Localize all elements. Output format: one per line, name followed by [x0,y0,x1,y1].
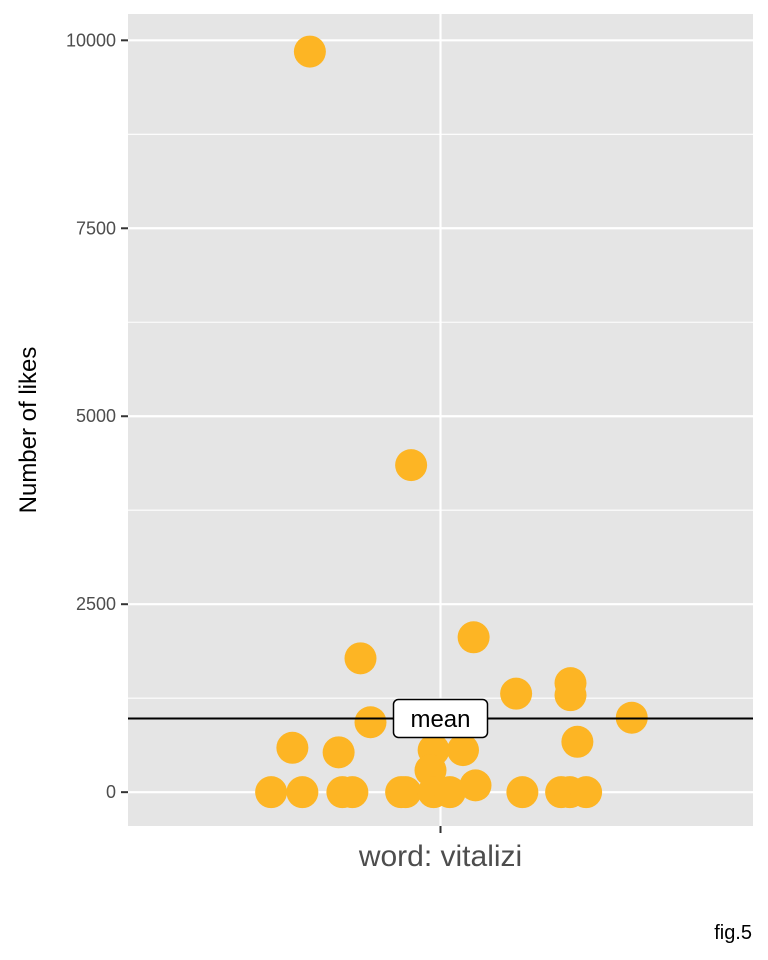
y-axis-title: Number of likes [15,347,42,514]
data-point [354,706,387,739]
y-tick-label: 5000 [76,406,116,426]
y-tick-label: 2500 [76,594,116,614]
data-point [570,776,603,809]
data-point [344,642,377,675]
data-point [561,725,594,758]
data-point [286,776,319,809]
y-tick-label: 7500 [76,218,116,238]
y-tick-label: 0 [106,782,116,802]
data-point [255,776,288,809]
x-axis: word: vitalizi [358,826,522,873]
mean-label-box [392,698,489,739]
data-point [457,621,490,654]
data-point [389,776,422,809]
data-points [255,35,648,809]
mean-annotation: mean [392,698,489,739]
data-point [554,679,587,712]
data-point [276,731,309,764]
data-point [433,776,466,809]
x-tick-label: word: vitalizi [358,840,522,873]
y-tick-label: 10000 [66,30,116,50]
y-axis: 0 2500 5000 7500 10000 [66,30,128,802]
data-point [447,734,479,767]
data-point [322,736,355,769]
data-point [459,769,492,802]
figure-caption: fig.5 [714,922,752,944]
mean-label: mean [410,706,470,733]
data-point [293,35,326,68]
data-point [500,677,533,710]
data-point [395,449,428,482]
data-point [506,776,539,809]
data-point [336,776,369,809]
